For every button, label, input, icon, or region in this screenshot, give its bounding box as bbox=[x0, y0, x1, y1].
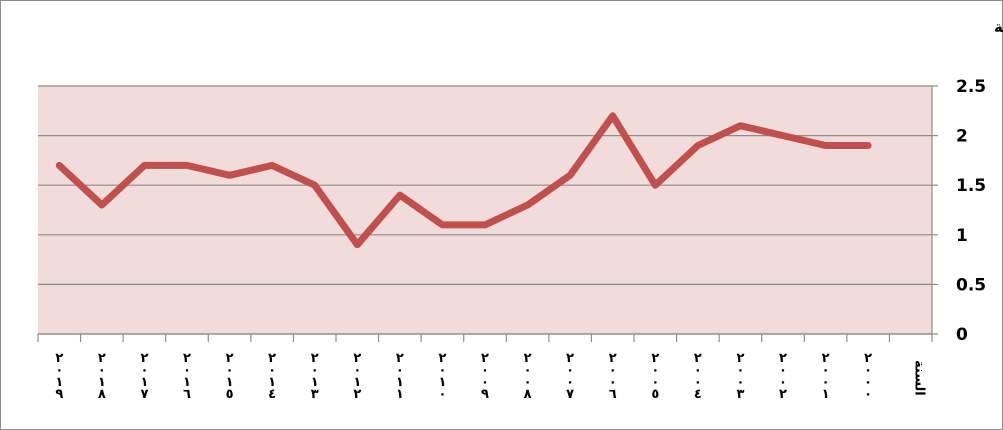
data-point bbox=[99, 203, 104, 208]
x-axis-label: السنة bbox=[912, 360, 927, 396]
data-point bbox=[142, 163, 147, 168]
data-point bbox=[738, 123, 743, 128]
data-point bbox=[227, 173, 232, 178]
data-point bbox=[866, 143, 871, 148]
data-point bbox=[185, 163, 189, 168]
data-point bbox=[57, 163, 62, 168]
y-axis-ticks: 0 0.5 1 1.5 2 2.5 bbox=[931, 77, 986, 345]
y-tick-label: 2.5 bbox=[956, 77, 986, 97]
data-point bbox=[270, 163, 275, 168]
data-point bbox=[312, 183, 317, 188]
series-line bbox=[55, 112, 872, 249]
data-point bbox=[440, 222, 445, 227]
data-point bbox=[397, 193, 402, 198]
y-tick-label: 2 bbox=[956, 127, 968, 147]
data-point bbox=[355, 242, 360, 247]
y-tick-label: 0.5 bbox=[956, 275, 986, 295]
data-point bbox=[610, 113, 615, 118]
plot-area bbox=[38, 86, 932, 334]
data-point bbox=[483, 222, 487, 227]
data-point bbox=[695, 143, 700, 148]
data-point bbox=[823, 143, 828, 148]
chart-title: التنافسية السعرية bbox=[994, 18, 1003, 36]
y-tick-label: 1 bbox=[956, 226, 968, 246]
series-layer bbox=[55, 112, 872, 249]
data-point bbox=[653, 183, 658, 188]
data-point bbox=[525, 203, 530, 208]
y-tick-label: 1.5 bbox=[956, 176, 986, 196]
data-point bbox=[781, 133, 785, 138]
data-point bbox=[568, 173, 573, 178]
x-axis: ٢ ٠ ١ ٩ ٢ ٠ ١ ٨ ٢ ٠ ١ ٧ ٢ ٠ ١ ٦ ٢ ٠ ١ ٥ ٢ ٠ ١ ٤ ٢ ٠ ١ ٣ ٢ ٠ ١ ٢ ٢ ٠ ١ ١ ٢ ٠ ١ ٠… bbox=[37, 333, 933, 402]
y-tick-label: 0 bbox=[956, 325, 968, 345]
